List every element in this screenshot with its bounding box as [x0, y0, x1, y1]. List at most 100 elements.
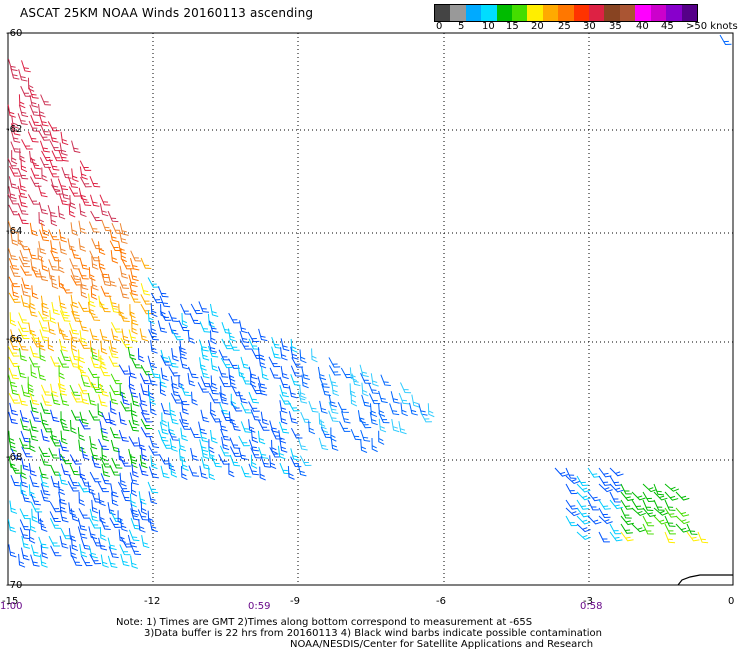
wind-barb: [80, 284, 88, 299]
wind-barb: [38, 268, 49, 282]
wind-barb: [127, 346, 137, 360]
wind-barb: [49, 511, 61, 522]
wind-barb: [259, 466, 266, 481]
wind-barb: [178, 437, 187, 452]
wind-barb: [642, 491, 655, 502]
wind-barb: [7, 193, 19, 205]
wind-barb: [101, 464, 111, 478]
wind-barb: [228, 358, 240, 369]
wind-barb: [8, 356, 21, 368]
wind-barb: [29, 104, 40, 116]
wind-barb: [111, 492, 119, 507]
wind-barb: [41, 421, 53, 433]
wind-barb: [18, 328, 30, 340]
wind-barb: [30, 364, 38, 379]
wind-barb: [290, 365, 302, 377]
wind-barb: [219, 445, 232, 457]
wind-barb: [50, 212, 58, 227]
wind-barb: [91, 347, 99, 361]
wind-barb: [60, 430, 68, 445]
wind-barb: [389, 403, 400, 416]
wind-barb: [77, 427, 85, 441]
wind-barb: [80, 375, 91, 388]
lon-label-3: -3: [583, 596, 593, 607]
wind-barb: [339, 421, 351, 432]
wind-barb: [39, 518, 48, 532]
wind-barb: [130, 412, 140, 426]
wind-barb: [609, 483, 624, 493]
wind-barb: [271, 346, 281, 359]
wind-barb: [107, 555, 118, 569]
wind-barb: [57, 383, 68, 396]
wind-barb: [120, 490, 132, 502]
wind-barb: [40, 474, 50, 488]
wind-barb: [138, 437, 146, 451]
wind-barb: [29, 176, 42, 187]
wind-barb: [131, 482, 138, 497]
wind-barb: [77, 482, 90, 493]
wind-barb: [20, 430, 31, 443]
wind-barb: [9, 265, 21, 278]
wind-barb: [171, 329, 184, 341]
wind-barb: [271, 336, 282, 349]
wind-barb: [576, 523, 591, 533]
wind-barb: [250, 447, 262, 459]
wind-barb: [257, 383, 268, 396]
wind-barb: [7, 519, 17, 533]
wind-barb: [200, 409, 210, 423]
wind-barb: [20, 464, 27, 479]
wind-barb: [208, 320, 219, 333]
wind-barb: [565, 499, 579, 510]
wind-barb: [68, 203, 76, 218]
wind-barb: [70, 537, 79, 552]
wind-barb: [58, 365, 65, 380]
wind-barb: [79, 203, 87, 218]
colorbar-swatch: [527, 5, 543, 21]
wind-barb: [109, 391, 119, 405]
wind-barb: [565, 515, 578, 527]
wind-barb: [27, 194, 40, 205]
wind-barb: [140, 257, 152, 270]
wind-barb: [199, 465, 208, 479]
wind-barb: [28, 304, 38, 317]
wind-barb: [9, 312, 17, 327]
wind-barb: [30, 554, 40, 567]
wind-barb: [7, 158, 19, 170]
wind-barb: [128, 329, 138, 343]
wind-barb: [19, 437, 30, 450]
wind-barb: [190, 303, 203, 315]
wind-barb: [78, 338, 90, 349]
wind-barb: [258, 420, 270, 431]
wind-barb: [139, 403, 150, 415]
wind-barb: [198, 339, 209, 352]
colorbar-swatch: [450, 5, 466, 21]
wind-barb: [160, 349, 170, 363]
wind-barb: [119, 518, 128, 532]
wind-barb: [130, 268, 139, 282]
wind-barb: [49, 310, 57, 324]
wind-barb: [290, 346, 299, 360]
wind-barb: [119, 265, 129, 279]
wind-barb: [150, 320, 158, 335]
wind-barb: [587, 491, 601, 502]
wind-barb: [160, 402, 171, 415]
wind-barb: [70, 419, 77, 434]
wind-barb: [565, 475, 580, 485]
wind-barb: [218, 454, 230, 465]
wind-barb: [168, 429, 179, 441]
wind-barb: [39, 229, 50, 242]
wind-barb: [60, 349, 71, 362]
wind-barb: [47, 337, 55, 352]
wind-barb: [250, 429, 259, 443]
colorbar-swatch: [619, 5, 636, 21]
wind-barb: [41, 222, 50, 236]
wind-barb: [228, 312, 240, 324]
wind-barb: [49, 140, 62, 152]
wind-barb: [28, 356, 41, 368]
wind-barb: [181, 457, 189, 471]
wind-barb: [28, 462, 37, 477]
wind-barb: [38, 446, 51, 457]
wind-barb: [38, 211, 45, 226]
wind-barb: [30, 259, 39, 273]
wind-barb: [29, 437, 36, 452]
